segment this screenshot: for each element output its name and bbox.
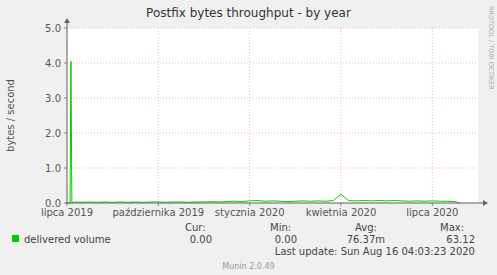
footer: Munin 2.0.49	[222, 262, 274, 271]
x-tick-label: października 2019	[112, 207, 204, 218]
stat-header: Cur:	[185, 222, 206, 233]
y-tick-label: 2.0	[45, 128, 61, 139]
watermark: RRDTOOL / TOBI OETIKER	[487, 6, 495, 90]
plot-marks	[67, 61, 460, 203]
title: Postfix bytes throughput - by year	[146, 6, 351, 20]
background	[0, 0, 497, 275]
stat-value: 0.00	[190, 234, 212, 245]
y-tick-label: 5.0	[45, 23, 61, 34]
legend-label: delivered volume	[24, 234, 111, 245]
stat-header: Avg:	[355, 222, 377, 233]
x-tick-label: kwietnia 2020	[306, 207, 377, 218]
y-grid-line	[67, 133, 478, 134]
y-tick-label: 4.0	[45, 58, 61, 69]
stat-header: Min:	[270, 222, 291, 233]
stat-value: 76.37m	[347, 234, 385, 245]
y-tick-label: 1.0	[45, 163, 61, 174]
legend-swatch	[12, 235, 19, 242]
x-axis-arrow	[483, 200, 488, 206]
x-grid-line	[158, 28, 159, 203]
canvas	[67, 28, 478, 203]
x-tick-label: lipca 2019	[41, 207, 93, 218]
y-grid-line	[67, 168, 478, 169]
x-tick-label: stycznia 2020	[215, 207, 285, 218]
y-grid-line	[67, 63, 478, 64]
x-grid-line	[341, 28, 342, 203]
y-axis	[67, 22, 68, 204]
stat-value: 63.12	[446, 234, 475, 245]
y-tick-label: 3.0	[45, 93, 61, 104]
stat-value: 0.00	[275, 234, 297, 245]
y-grid-line	[67, 28, 478, 29]
series-line	[67, 61, 460, 203]
y-axis-arrow	[64, 18, 70, 23]
x-grid-line	[432, 28, 433, 203]
x-tick-label: lipca 2020	[406, 207, 458, 218]
x-axis	[66, 203, 484, 204]
x-grid-line	[249, 28, 250, 203]
stat-header: Max:	[440, 222, 464, 233]
y-grid-line	[67, 98, 478, 99]
last-update: Last update: Sun Aug 16 04:03:23 2020	[275, 246, 475, 257]
y-axis-label: bytes / second	[5, 79, 16, 152]
chart: Postfix bytes throughput - by year bytes …	[0, 0, 497, 275]
